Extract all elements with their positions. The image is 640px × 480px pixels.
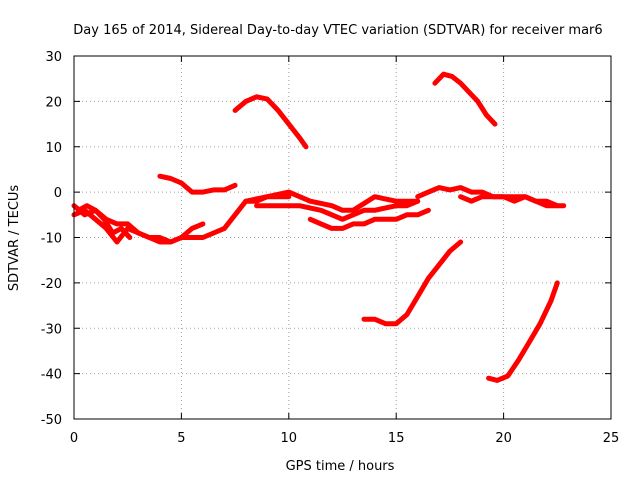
- series-line-arc-7: [254, 198, 421, 222]
- x-tick-label: 0: [70, 431, 78, 446]
- y-tick-label: -10: [41, 232, 62, 247]
- y-tick-label: -40: [41, 368, 62, 383]
- chart-title: Day 165 of 2014, Sidereal Day-to-day VTE…: [73, 23, 602, 38]
- series-line-arc-4: [157, 173, 238, 195]
- series-line-arc-12: [432, 71, 498, 127]
- x-tick-label: 5: [177, 431, 185, 446]
- x-tick-label: 10: [281, 431, 298, 446]
- y-axis-label: SDTVAR / TECUs: [7, 185, 22, 292]
- y-tick-label: 10: [45, 141, 62, 156]
- series-line-arc-11: [458, 194, 567, 209]
- x-tick-label: 25: [603, 431, 620, 446]
- series-line-arc-9: [361, 239, 464, 327]
- y-tick-label: -50: [41, 413, 62, 428]
- series-line-arc-5: [232, 94, 309, 150]
- series-line-arc-13: [486, 280, 560, 383]
- axis-ticks: 0 5 10 15 20 25 -50 -40 -30 -20 -10 0 10 20 30: [41, 50, 620, 446]
- series-line-arc-6: [243, 189, 421, 213]
- y-tick-label: -30: [41, 322, 62, 337]
- y-tick-label: 20: [45, 95, 62, 110]
- series-line-arc-3: [75, 203, 133, 240]
- y-tick-label: 0: [54, 186, 62, 201]
- x-tick-label: 20: [495, 431, 512, 446]
- grid: [74, 56, 611, 419]
- y-tick-label: 30: [45, 50, 62, 65]
- series-line-arc-8: [307, 207, 431, 231]
- x-tick-label: 15: [388, 431, 405, 446]
- y-tick-label: -20: [41, 277, 62, 292]
- x-axis-label: GPS time / hours: [286, 459, 395, 474]
- data-series: [71, 71, 567, 383]
